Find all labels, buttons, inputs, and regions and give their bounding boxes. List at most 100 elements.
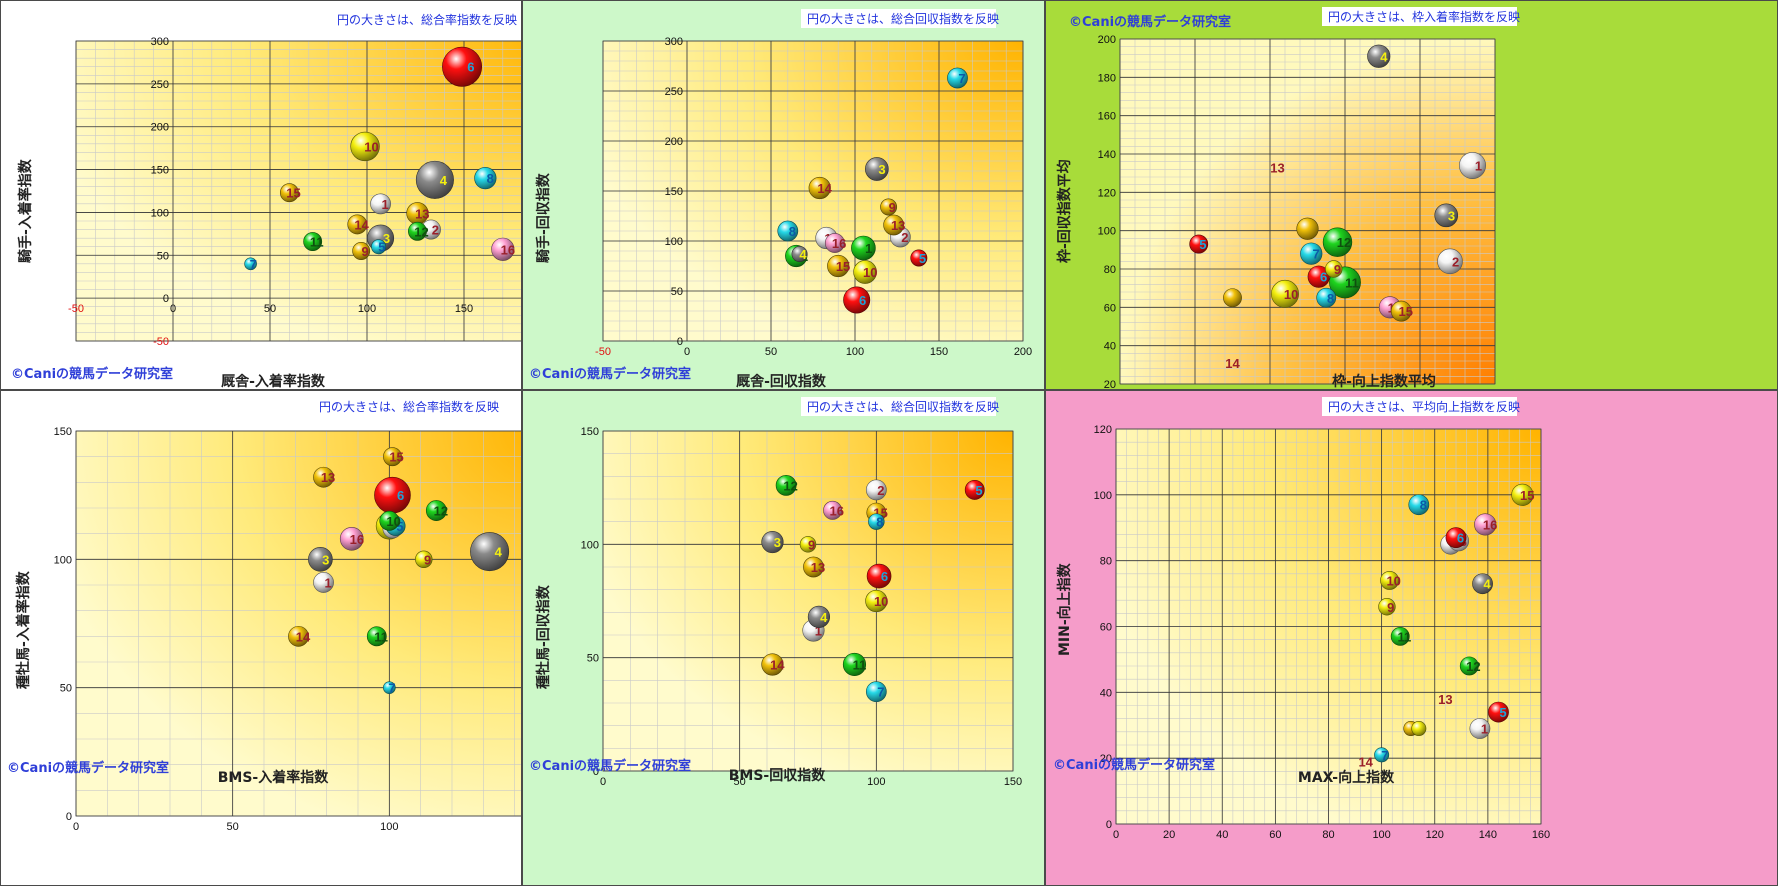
bubble-12: [1322, 227, 1353, 257]
bubble-label: 14: [296, 629, 311, 644]
bubble-label: 5: [975, 483, 982, 498]
bubble-13: [883, 214, 905, 236]
x-tick-label: 0: [684, 346, 690, 358]
bubble-label: 3: [383, 231, 390, 246]
chart-svg: 0501001500501001504683161121314251011159…: [54, 426, 521, 833]
y-axis-label: 種牡馬-入着率指数: [16, 571, 32, 689]
y-tick-label: 0: [677, 336, 683, 348]
bubble-label: 2: [432, 223, 439, 238]
y-tick-label: 300: [151, 36, 169, 48]
y-axis-label: 騎手-回収指数: [536, 173, 552, 263]
bubble-label: 10: [364, 139, 378, 154]
bubble-9: [799, 536, 817, 553]
credit-label: ©Caniの競馬データ研究室: [11, 367, 174, 382]
bubble-label: 12: [783, 478, 797, 493]
bubble-15: [1511, 483, 1534, 506]
bubble-label: 14: [770, 657, 785, 672]
bubble-label: 11: [1397, 629, 1411, 644]
bubble-label: 15: [836, 259, 850, 274]
bubble-label: 13: [811, 560, 825, 575]
x-tick-label: 20: [1163, 829, 1175, 841]
bubble-4: [415, 160, 454, 199]
bubble-7: [865, 681, 887, 703]
bubble-label: 11: [374, 629, 388, 644]
bubble-label: 5: [1499, 705, 1506, 720]
bubble-label: 7: [958, 71, 965, 86]
chart-svg: 0 50 100 1500501001506111341014271213515168…: [581, 426, 1023, 788]
x-tick-label: 150: [1004, 776, 1022, 788]
bubble-unlabeled: [1411, 721, 1427, 737]
credit-label: ©Caniの競馬データ研究室: [529, 759, 692, 774]
bubble-label: 10: [863, 265, 877, 280]
y-tick-label: 100: [581, 539, 599, 551]
bubble-4: [1472, 573, 1493, 595]
y-tick-label: 100: [665, 236, 683, 248]
bubble-3: [865, 157, 889, 181]
bubble-16: [1474, 513, 1497, 536]
y-tick-label: 60: [1100, 622, 1112, 634]
bubble-label: 13: [1270, 160, 1284, 175]
bubble-10: [1380, 570, 1400, 590]
bubble-label: 4: [495, 545, 503, 560]
bubble-label: 10: [1386, 573, 1400, 588]
bubble-9: [415, 550, 433, 569]
bubble-4: [1367, 44, 1391, 68]
bubble-15: [1390, 300, 1412, 322]
bubble-label: 16: [1483, 517, 1497, 532]
y-tick-label: 150: [151, 165, 169, 177]
bubble-label: 9: [1387, 600, 1394, 615]
x-tick-label: 0: [170, 303, 176, 315]
y-tick-label: 0: [163, 293, 169, 305]
y-tick-label: 100: [54, 554, 72, 566]
bubble-label: 10: [874, 594, 888, 609]
size-note: 円の大きさは、総合率指数を反映: [319, 400, 500, 414]
y-tick-label: 20: [1100, 753, 1112, 765]
bubble-14: [347, 214, 368, 235]
bubble-10: [865, 589, 888, 613]
x-tick-label: 60: [1269, 829, 1281, 841]
bubble-7: [1374, 747, 1390, 763]
bubble-3: [308, 547, 333, 572]
x-tick-label: 160: [1532, 829, 1550, 841]
bubble-6: [442, 46, 483, 87]
scatter-panel-3: 4060801001201402040608010012014016018020…: [1045, 0, 1778, 390]
bubble-label: 14: [354, 217, 369, 232]
y-tick-label: 200: [665, 136, 683, 148]
bubble-1: [370, 193, 391, 215]
y-tick-label: 100: [1098, 226, 1116, 238]
bubble-1: [313, 572, 334, 593]
x-tick-label: -50: [68, 303, 84, 315]
bubble-15: [827, 254, 850, 278]
bubble-12: [425, 500, 447, 521]
x-axis-label: 枠-向上指数平均: [1332, 374, 1436, 390]
bubble-label: 9: [361, 244, 368, 259]
scatter-panel-6: 0 20 40 60 80 100 120 140 160 0 20 40 60 80 100 120 15 16…: [1045, 390, 1778, 886]
bubble-label: 15: [286, 186, 300, 201]
bubble-6: [1445, 527, 1467, 549]
bubble-10: [350, 131, 380, 162]
size-note: 円の大きさは、枠入着率指数を反映: [1322, 7, 1520, 26]
bubble-label: 4: [820, 610, 828, 625]
chart-svg: 0 20 40 60 80 100 120 140 1600204060801001201516…: [1094, 424, 1551, 841]
bubble-16: [824, 233, 845, 253]
bubble-13: [313, 466, 334, 488]
bubble-label: 9: [424, 552, 431, 567]
bubble-15: [383, 447, 402, 467]
bubble-16: [339, 526, 364, 551]
x-tick-label: 100: [1372, 829, 1390, 841]
bubble-unlabeled: [1296, 217, 1319, 240]
bubble-label: 16: [501, 242, 515, 257]
bubble-7: [244, 257, 257, 271]
bubble-6: [866, 563, 892, 589]
bubble-label: 16: [829, 503, 843, 518]
y-tick-label: 300: [665, 36, 683, 48]
bubble-5: [1189, 234, 1209, 254]
bubble-label: 12: [434, 504, 448, 519]
bubble-7: [947, 67, 968, 89]
plot-area: [602, 430, 1014, 772]
size-note: 円の大きさは、平均向上指数を反映: [1322, 397, 1520, 416]
bubble-label: 5: [378, 240, 385, 255]
y-tick-label: 50: [671, 286, 683, 298]
bubble-label: 6: [467, 60, 474, 75]
